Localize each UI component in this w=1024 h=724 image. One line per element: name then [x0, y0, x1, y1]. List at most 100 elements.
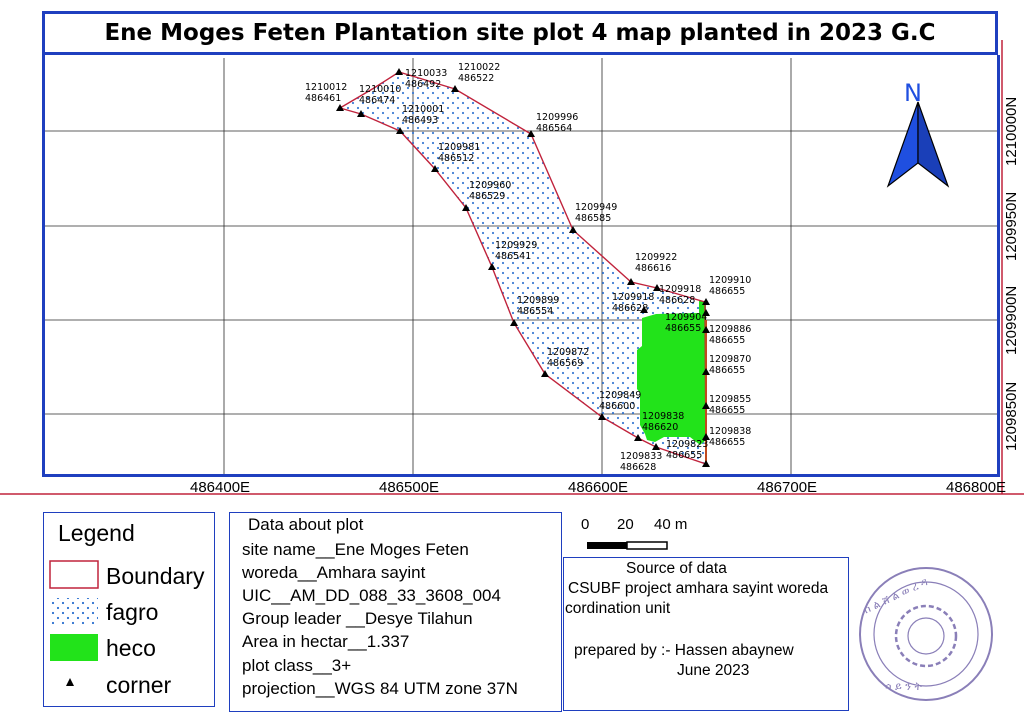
corner-easting-label: 486554 [517, 306, 553, 317]
corner-northing-label: 1210010 [359, 84, 401, 95]
legend-boundary-swatch [49, 560, 99, 589]
prepared-date: June 2023 [677, 662, 750, 679]
legend-title: Legend [58, 520, 135, 546]
y-tick-label-1209850: 1209850N [1003, 381, 1020, 451]
corner-easting-label: 486461 [305, 93, 341, 104]
legend-label-heco: heco [106, 635, 156, 661]
corner-easting-label: 486569 [547, 358, 583, 369]
map-title-box: Ene Moges Feten Plantation site plot 4 m… [42, 11, 998, 55]
corner-northing-label: 1209929 [495, 240, 537, 251]
corner-northing-label: 1209849 [599, 390, 641, 401]
north-arrow-icon: N [886, 79, 950, 188]
corner-marker [396, 127, 404, 134]
corner-easting-label: 486620 [642, 422, 678, 433]
corner-easting-label: 486616 [635, 263, 671, 274]
heco-area [637, 300, 706, 445]
corner-easting-label: 486564 [536, 123, 572, 134]
legend-fagro-swatch [50, 598, 98, 625]
corner-marker [702, 460, 710, 467]
plot-data-group-leader: Group leader __Desye Tilahun [242, 609, 473, 628]
corner-easting-label: 486541 [495, 251, 531, 262]
y-tick-label-1210000: 1210000N [1003, 96, 1020, 166]
corner-marker [336, 104, 344, 111]
corner-easting-label: 486655 [709, 286, 745, 297]
corner-northing-label: 1209996 [536, 112, 578, 123]
corner-marker [462, 204, 470, 211]
legend-label-boundary: Boundary [106, 563, 205, 589]
corner-northing-label: 1209910 [709, 275, 751, 286]
corner-markers [336, 68, 710, 467]
corner-marker [527, 130, 535, 137]
corner-marker [653, 284, 661, 291]
legend-heco-swatch [50, 634, 98, 661]
corner-marker [702, 326, 710, 333]
plot-data-site-name: site name__Ene Moges Feten [242, 540, 469, 559]
scale-bar [587, 541, 668, 550]
corner-marker [488, 263, 496, 270]
corner-easting-label: 486585 [575, 213, 611, 224]
corner-easting-label: 486529 [469, 191, 505, 202]
corner-northing-label: 1209918 [659, 284, 701, 295]
corner-marker [652, 443, 660, 450]
corner-marker [598, 413, 606, 420]
x-tick-label-486500: 486500E [379, 479, 440, 496]
x-tick-label-486800: 486800E [946, 479, 1007, 496]
corner-marker [702, 298, 710, 305]
official-stamp: ሰ ል ሸ ል ወ ረ ዳ ሳ ይ ን ት [859, 567, 993, 701]
corner-northing-label: 1209838 [709, 426, 751, 437]
plot-data-woreda: woreda__Amhara sayint [242, 563, 426, 582]
corner-marker [510, 319, 518, 326]
corner-marker [702, 309, 710, 316]
plot-data-class: plot class__3+ [242, 656, 352, 675]
corner-marker [569, 226, 577, 233]
plot-data-projection: projection__WGS 84 UTM zone 37N [242, 679, 518, 698]
corner-northing-label: 1209960 [469, 180, 511, 191]
corner-northing-label: 1209904 [665, 312, 707, 323]
corner-easting-label: 486522 [458, 73, 494, 84]
corner-northing-label: 1210033 [405, 68, 447, 79]
corner-easting-label: 486493 [402, 115, 438, 126]
corner-northing-label: 1209922 [635, 252, 677, 263]
y-tick-label-1209950: 1209950N [1003, 191, 1020, 261]
source-line-1: CSUBF project amhara sayint woreda [568, 580, 829, 597]
corner-easting-label: 486655 [665, 323, 701, 334]
corner-easting-label: 486655 [709, 405, 745, 416]
corner-easting-label: 486628 [620, 462, 656, 473]
corner-northing-label: 1209823 [666, 439, 708, 450]
corner-northing-label: 1210001 [402, 104, 444, 115]
source-box [563, 557, 849, 711]
plot-data-heading: Data about plot [248, 515, 364, 534]
corner-easting-label: 486474 [359, 95, 395, 106]
scale-label-20: 20 [617, 516, 634, 533]
y-tick-label-1209900: 1209900N [1003, 285, 1020, 355]
corner-marker [431, 165, 439, 172]
legend-label-corner: corner [106, 672, 172, 698]
corner-marker [702, 368, 710, 375]
corner-easting-label: 486628 [612, 303, 648, 314]
corner-easting-label: 486655 [709, 335, 745, 346]
corner-northing-label: 1209870 [709, 354, 751, 365]
corner-northing-label: 1210022 [458, 62, 500, 73]
corner-northing-label: 1209872 [547, 347, 589, 358]
source-heading: Source of data [626, 560, 727, 577]
plot-data-area: Area in hectar__1.337 [242, 632, 410, 651]
source-line-2: cordination unit [565, 600, 671, 617]
legend-box [43, 512, 215, 707]
corner-marker [702, 433, 710, 440]
corner-marker [702, 402, 710, 409]
corner-easting-label: 486512 [438, 153, 474, 164]
corner-easting-label: 486655 [666, 450, 702, 461]
corner-easting-label: 486655 [709, 365, 745, 376]
corner-easting-label: 486600 [599, 401, 635, 412]
corner-marker [451, 85, 459, 92]
scale-label-0: 0 [581, 516, 590, 533]
legend-label-fagro: fagro [106, 599, 159, 625]
x-tick-label-486700: 486700E [757, 479, 818, 496]
corner-easting-label: 486655 [709, 437, 745, 448]
map-title: Ene Moges Feten Plantation site plot 4 m… [104, 20, 936, 46]
corner-northing-label: 1209918 [612, 292, 654, 303]
corner-northing-label: 1209855 [709, 394, 751, 405]
corner-marker [357, 110, 365, 117]
corner-northing-label: 1209949 [575, 202, 617, 213]
